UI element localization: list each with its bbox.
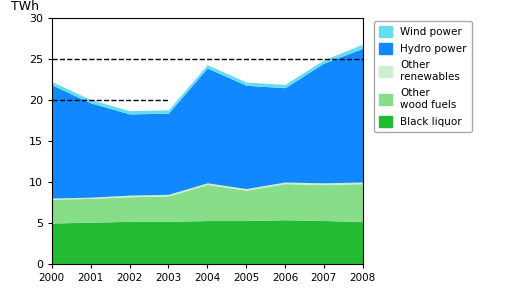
Legend: Wind power, Hydro power, Other
renewables, Other
wood fuels, Black liquor: Wind power, Hydro power, Other renewable… <box>374 21 472 132</box>
Text: TWh: TWh <box>11 0 39 13</box>
